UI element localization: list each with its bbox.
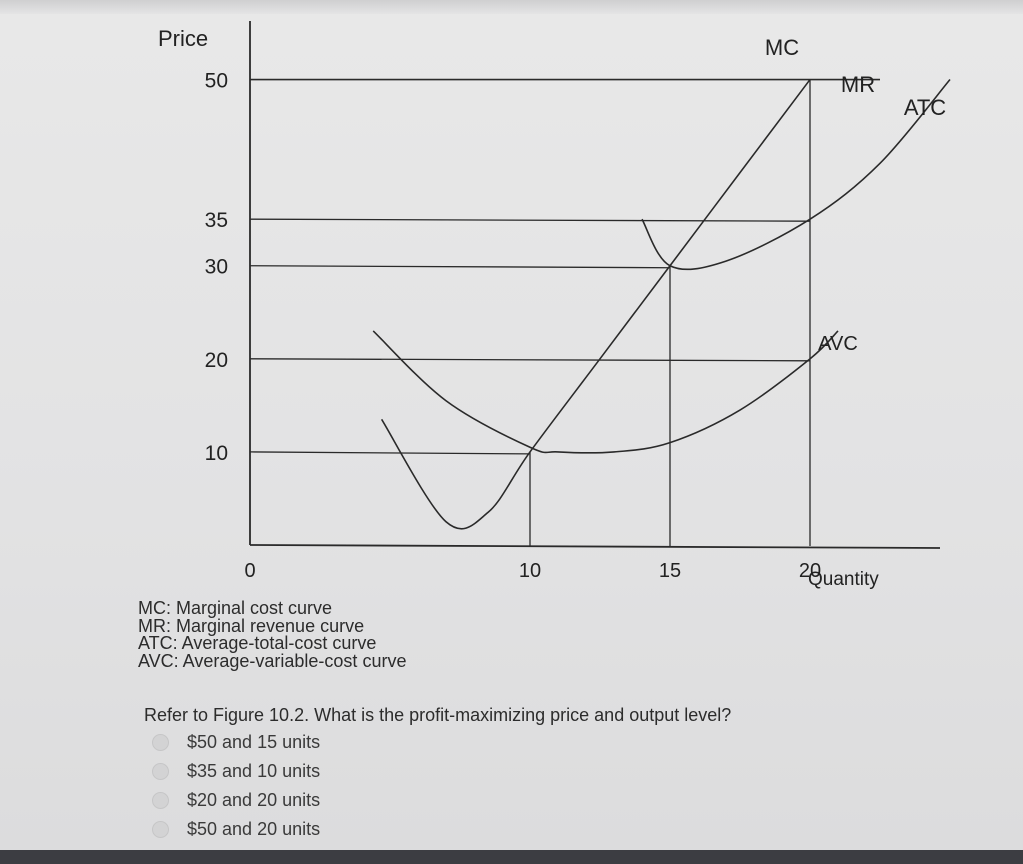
radio-button[interactable] (152, 821, 169, 838)
y-tick-label: 10 (205, 442, 228, 465)
y-tick-label: 50 (205, 70, 228, 93)
y-axis-title: Price (158, 26, 208, 51)
window-bottom-bar (0, 850, 1023, 864)
radio-button[interactable] (152, 734, 169, 751)
answer-option-label: $50 and 15 units (187, 732, 321, 752)
legend: MC: Marginal cost curve MR: Marginal rev… (138, 598, 407, 671)
x-axis (249, 544, 941, 549)
reference-line-horizontal (249, 451, 531, 455)
x-tick-label: 10 (519, 560, 541, 582)
cost-curves-chart: Price Quantity 10 20 30 35 50 0 10 15 20 MC MR ATC AVC (158, 21, 951, 590)
legend-item-mc: MC: Marginal cost curve (138, 598, 333, 618)
radio-button[interactable] (152, 763, 169, 780)
reference-line-horizontal (249, 358, 811, 362)
curve-avc (372, 330, 839, 454)
answer-option-4[interactable]: $50 and 20 units (152, 815, 320, 844)
legend-item-avc: AVC: Average-variable-cost curve (138, 650, 407, 671)
curve-label-mr: MR (841, 72, 875, 97)
answer-option-label: $35 and 10 units (187, 761, 321, 781)
y-tick-label: 35 (205, 209, 228, 232)
curve-label-avc: AVC (818, 333, 858, 355)
y-tick-label: 20 (205, 349, 228, 372)
x-tick-label: 0 (244, 560, 255, 582)
curve-mc (380, 79, 811, 530)
x-tick-label: 15 (659, 560, 681, 582)
answer-options: $50 and 15 units $35 and 10 units $20 an… (152, 728, 320, 844)
curve-label-atc: ATC (904, 95, 946, 120)
y-tick-label: 30 (205, 256, 228, 279)
x-axis-title: Quantity (808, 569, 879, 590)
radio-button[interactable] (152, 792, 169, 809)
answer-option-label: $50 and 20 units (187, 819, 321, 839)
figure-panel (0, 14, 1023, 850)
answer-option-3[interactable]: $20 and 20 units (152, 786, 320, 815)
answer-option-label: $20 and 20 units (187, 790, 321, 810)
curve-label-mc: MC (765, 35, 799, 60)
x-tick-label: 20 (799, 560, 821, 582)
answer-option-2[interactable]: $35 and 10 units (152, 757, 320, 786)
legend-item-mr: MR: Marginal revenue curve (138, 615, 365, 636)
reference-line-horizontal (249, 218, 811, 222)
answer-option-1[interactable]: $50 and 15 units (152, 728, 320, 757)
curve-atc (641, 79, 951, 271)
reference-line-horizontal (249, 265, 671, 269)
legend-item-atc: ATC: Average-total-cost curve (138, 633, 377, 653)
question-text: Refer to Figure 10.2. What is the profit… (144, 705, 732, 725)
